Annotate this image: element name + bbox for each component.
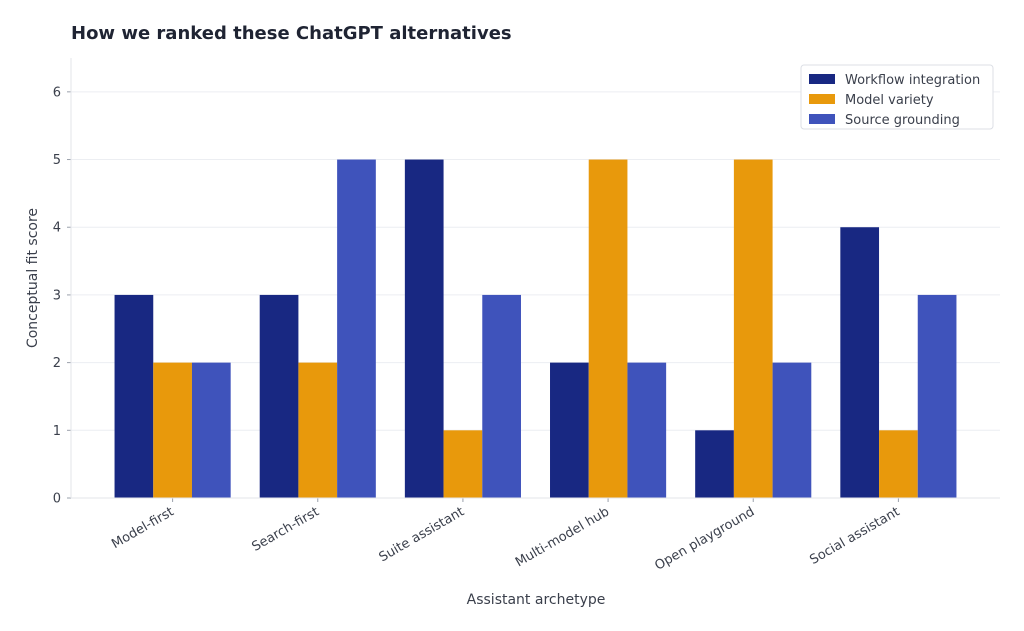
bar <box>153 362 192 498</box>
bar <box>588 159 628 499</box>
bars <box>114 159 957 499</box>
legend-swatch <box>809 74 835 84</box>
y-tick-label: 2 <box>53 356 61 371</box>
bar <box>917 294 957 498</box>
y-axis-label: Conceptual fit score <box>25 208 41 348</box>
y-tick-label: 4 <box>53 221 61 236</box>
x-tick-label: Multi-model hub <box>513 504 612 570</box>
x-axis-label: Assistant archetype <box>467 592 606 608</box>
legend-label: Workflow integration <box>845 73 980 88</box>
y-tick-label: 3 <box>53 288 61 303</box>
bar <box>443 430 483 498</box>
legend: Workflow integration Model variety Source … <box>800 64 994 130</box>
bar <box>772 362 812 498</box>
legend-swatch <box>809 114 835 124</box>
x-tick-label: Model-first <box>109 504 176 552</box>
bar <box>627 362 667 498</box>
legend-label: Model variety <box>845 93 934 108</box>
x-tick-label: Social assistant <box>807 504 902 567</box>
chart-title: How we ranked these ChatGPT alternatives <box>71 23 512 44</box>
bar <box>259 294 299 498</box>
x-axis: Model-first Search-first Suite assistant Mu… <box>109 498 902 574</box>
legend-label: Source grounding <box>845 113 960 128</box>
legend-box <box>800 64 994 130</box>
bar <box>337 159 376 499</box>
y-axis: 0 1 2 3 4 5 6 <box>53 85 71 507</box>
x-tick-label: Search-first <box>250 504 322 554</box>
bar <box>879 430 918 498</box>
y-tick-label: 1 <box>53 424 61 439</box>
bar <box>840 227 880 498</box>
bar <box>550 362 589 498</box>
x-tick-label: Suite assistant <box>377 504 467 565</box>
bar <box>298 362 338 498</box>
legend-swatch <box>809 94 835 104</box>
bar <box>695 430 734 498</box>
bar <box>482 294 521 498</box>
bar <box>114 294 154 498</box>
bar <box>404 159 444 499</box>
y-tick-label: 5 <box>53 153 61 168</box>
x-tick-label: Open playground <box>652 504 757 573</box>
y-tick-label: 0 <box>53 492 61 507</box>
bar <box>191 362 231 498</box>
bar <box>733 159 773 499</box>
y-tick-label: 6 <box>53 85 61 100</box>
